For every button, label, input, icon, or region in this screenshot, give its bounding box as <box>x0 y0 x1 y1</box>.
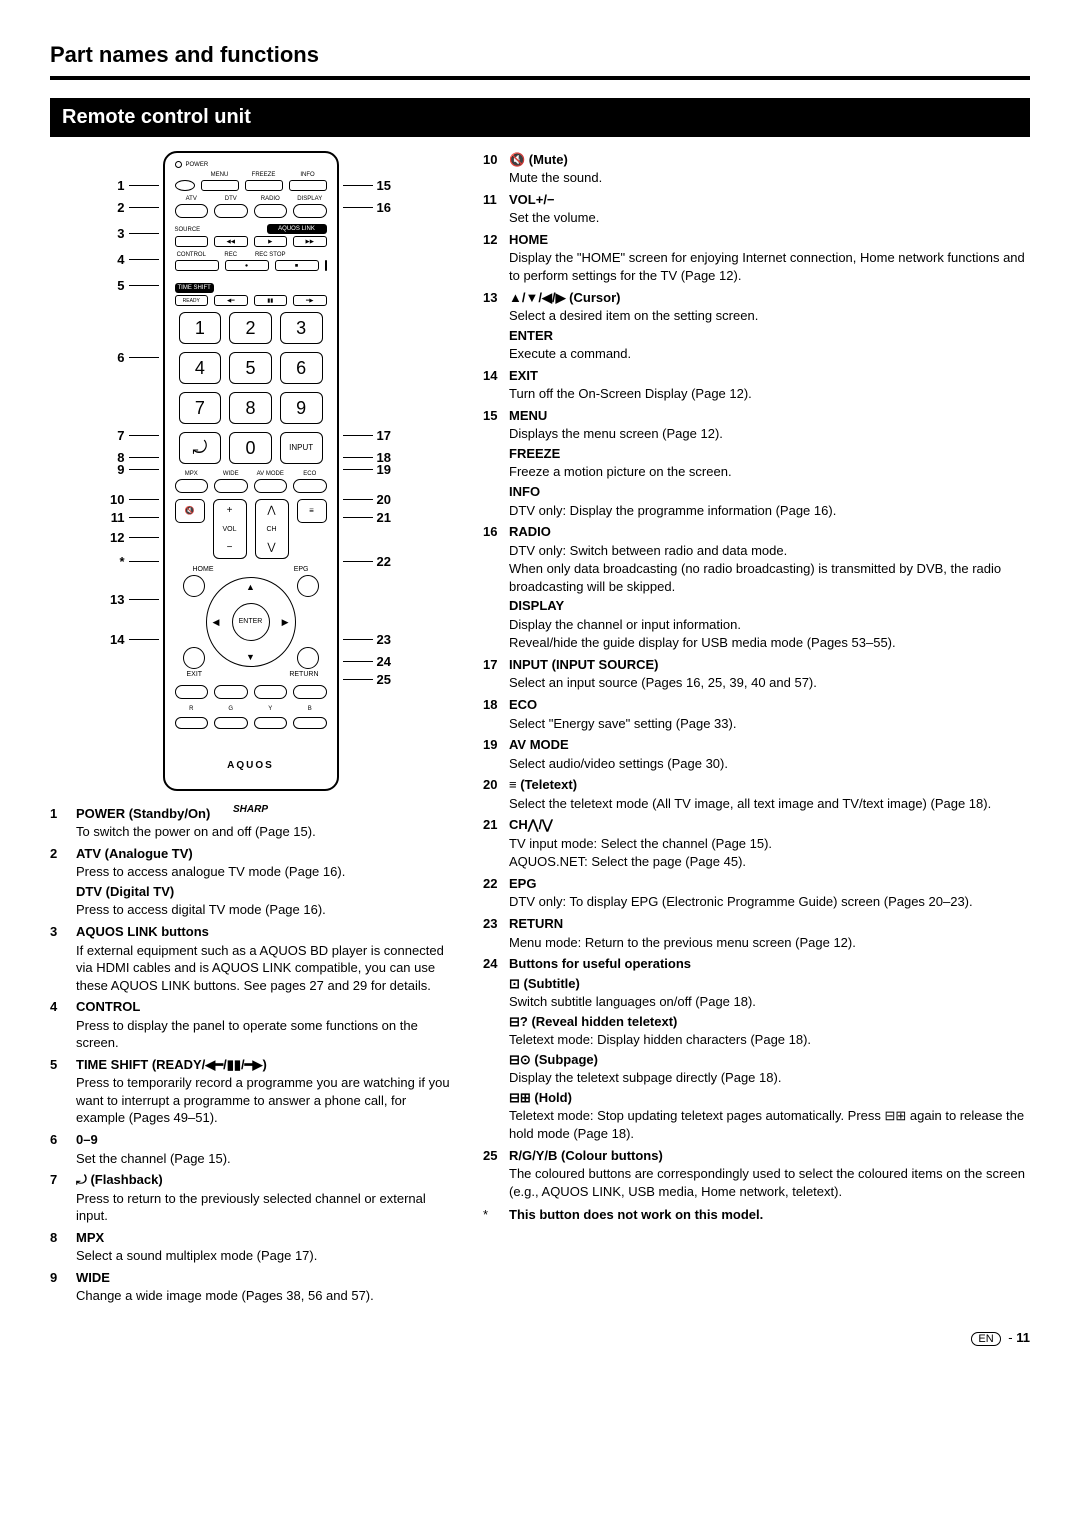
power-label: POWER <box>186 161 209 169</box>
desc-item-12: 12HOMEDisplay the "HOME" screen for enjo… <box>483 231 1030 285</box>
callout-15: 15 <box>343 177 391 195</box>
brand-sharp: SHARP <box>175 803 327 817</box>
desc-item-6: 60–9Set the channel (Page 15). <box>50 1131 455 1167</box>
callout-3: 3 <box>117 225 158 243</box>
remote-body: POWER MENUFREEZEINFO ATVDTVRADIODISPLAY … <box>163 151 339 791</box>
desc-item-22: 22EPGDTV only: To display EPG (Electroni… <box>483 875 1030 911</box>
section-heading: Remote control unit <box>50 98 1030 137</box>
desc-item-15: 15MENUDisplays the menu screen (Page 12)… <box>483 407 1030 519</box>
page-number: EN - 11 <box>50 1329 1030 1347</box>
desc-item-8: 8MPXSelect a sound multiplex mode (Page … <box>50 1229 455 1265</box>
content-columns: 123456789101112*1314 1516171819202122232… <box>50 151 1030 1309</box>
mute-button: 🔇 <box>175 499 205 523</box>
key-9: 9 <box>280 392 323 424</box>
remote-diagram: 123456789101112*1314 1516171819202122232… <box>83 151 423 791</box>
callout-5: 5 <box>117 277 158 295</box>
enter-button: ENTER <box>232 603 270 641</box>
callout-7: 7 <box>117 427 158 445</box>
key-7: 7 <box>179 392 222 424</box>
callout-10: 10 <box>110 491 158 509</box>
desc-item-16: 16RADIODTV only: Switch between radio an… <box>483 523 1030 652</box>
vol-rocker: +VOL− <box>213 499 247 559</box>
key-4: 4 <box>179 352 222 384</box>
desc-item-4: 4CONTROLPress to display the panel to op… <box>50 998 455 1052</box>
callout-*: * <box>119 553 158 571</box>
callout-22: 22 <box>343 553 391 571</box>
callout-13: 13 <box>110 591 158 609</box>
home-button <box>183 575 205 597</box>
desc-item-9: 9WIDEChange a wide image mode (Pages 38,… <box>50 1269 455 1305</box>
epg-button <box>297 575 319 597</box>
desc-item-25: 25R/G/Y/B (Colour buttons)The coloured b… <box>483 1147 1030 1201</box>
callout-12: 12 <box>110 529 158 547</box>
desc-item-18: 18ECOSelect "Energy save" setting (Page … <box>483 696 1030 732</box>
callout-17: 17 <box>343 427 391 445</box>
desc-item-11: 11VOL+/−Set the volume. <box>483 191 1030 227</box>
key-3: 3 <box>280 312 323 344</box>
desc-item-17: 17INPUT (INPUT SOURCE)Select an input so… <box>483 656 1030 692</box>
callout-11: 11 <box>111 509 159 527</box>
callout-16: 16 <box>343 199 391 217</box>
desc-item-21: 21CH⋀/⋁TV input mode: Select the channel… <box>483 816 1030 871</box>
desc-item-19: 19AV MODESelect audio/video settings (Pa… <box>483 736 1030 772</box>
desc-item-20: 20≡ (Teletext)Select the teletext mode (… <box>483 776 1030 812</box>
right-column: 10🔇 (Mute)Mute the sound. 11VOL+/−Set the… <box>483 151 1030 1309</box>
callout-2: 2 <box>117 199 158 217</box>
desc-item-7: 7⤾ (Flashback)Press to return to the pre… <box>50 1171 455 1225</box>
callout-6: 6 <box>117 349 158 367</box>
flashback-key: ⤾ <box>179 432 222 464</box>
callout-23: 23 <box>343 631 391 649</box>
key-5: 5 <box>229 352 272 384</box>
key-6: 6 <box>280 352 323 384</box>
desc-item-10: 10🔇 (Mute)Mute the sound. <box>483 151 1030 187</box>
numpad: 1 2 3 4 5 6 7 8 9 ⤾ 0 INPUT <box>179 312 323 464</box>
key-1: 1 <box>179 312 222 344</box>
callout-4: 4 <box>117 251 158 269</box>
desc-item-2: 2ATV (Analogue TV)Press to access analog… <box>50 845 455 919</box>
rocker-row: 🔇 +VOL− ⋀CH⋁ ≡ <box>175 499 327 559</box>
page-title: Part names and functions <box>50 40 1030 80</box>
right-descriptions: 10🔇 (Mute)Mute the sound. 11VOL+/−Set the… <box>483 151 1030 1201</box>
cursor-pad: HOME EPG ENTER ▲ ▼ ◀ ▶ EXIT RETURN <box>175 567 327 677</box>
callout-20: 20 <box>343 491 391 509</box>
callout-14: 14 <box>110 631 158 649</box>
callout-1: 1 <box>117 177 158 195</box>
left-column: 123456789101112*1314 1516171819202122232… <box>50 151 455 1309</box>
desc-item-14: 14EXITTurn off the On-Screen Display (Pa… <box>483 367 1030 403</box>
desc-item-23: 23RETURNMenu mode: Return to the previou… <box>483 915 1030 951</box>
exit-button <box>183 647 205 669</box>
footnote: * This button does not work on this mode… <box>483 1206 1030 1224</box>
key-8: 8 <box>229 392 272 424</box>
teletext-button: ≡ <box>297 499 327 523</box>
callout-24: 24 <box>343 653 391 671</box>
callout-19: 19 <box>343 461 391 479</box>
callout-9: 9 <box>117 461 158 479</box>
callout-25: 25 <box>343 671 391 689</box>
callout-21: 21 <box>343 509 391 527</box>
remote-diagram-wrap: 123456789101112*1314 1516171819202122232… <box>50 151 455 791</box>
desc-item-5: 5TIME SHIFT (READY/◀━/▮▮/━▶)Press to tem… <box>50 1056 455 1127</box>
return-button <box>297 647 319 669</box>
key-0: 0 <box>229 432 272 464</box>
desc-item-13: 13▲/▼/◀/▶ (Cursor)Select a desired item … <box>483 289 1030 363</box>
brand-aquos: AQUOS <box>175 759 327 773</box>
left-descriptions: 1POWER (Standby/On)To switch the power o… <box>50 805 455 1305</box>
desc-item-3: 3AQUOS LINK buttonsIf external equipment… <box>50 923 455 994</box>
input-key: INPUT <box>280 432 323 464</box>
ch-rocker: ⋀CH⋁ <box>255 499 289 559</box>
desc-item-24: 24Buttons for useful operations⊡ (Subtit… <box>483 955 1030 1142</box>
key-2: 2 <box>229 312 272 344</box>
